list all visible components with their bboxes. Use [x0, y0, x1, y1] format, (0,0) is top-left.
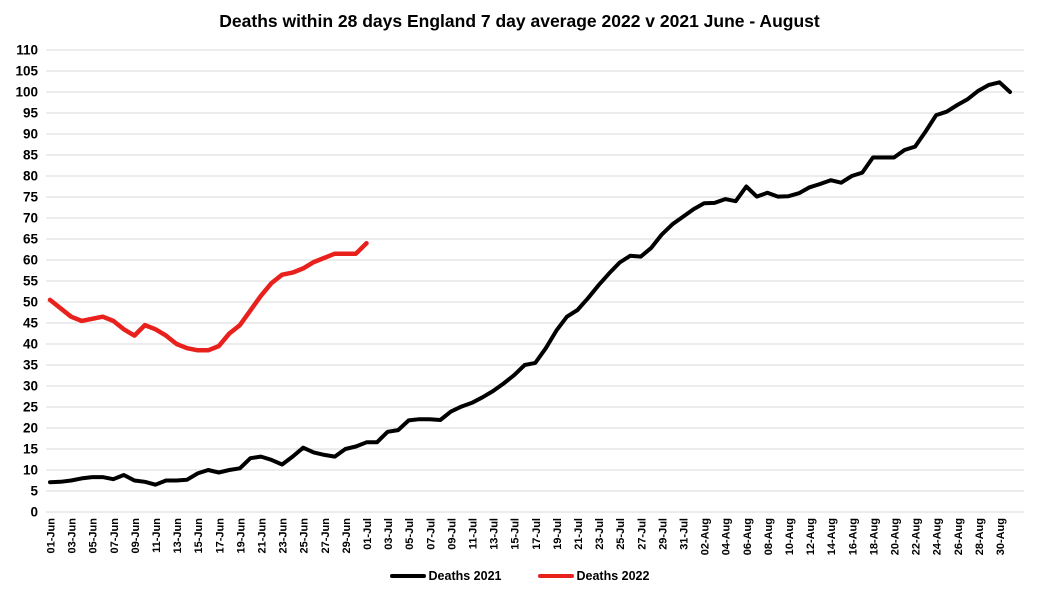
svg-text:05-Jul: 05-Jul — [404, 518, 416, 550]
svg-text:01-Jun: 01-Jun — [46, 518, 58, 554]
svg-text:29-Jul: 29-Jul — [657, 518, 669, 550]
svg-text:06-Aug: 06-Aug — [742, 518, 754, 555]
svg-text:10-Aug: 10-Aug — [784, 518, 796, 555]
svg-text:23-Jul: 23-Jul — [594, 518, 606, 550]
svg-text:16-Aug: 16-Aug — [847, 518, 859, 555]
svg-text:10: 10 — [23, 463, 38, 478]
svg-text:30: 30 — [23, 379, 38, 394]
svg-text:09-Jun: 09-Jun — [130, 518, 142, 554]
svg-text:50: 50 — [23, 295, 38, 310]
svg-text:110: 110 — [16, 43, 38, 58]
svg-text:18-Aug: 18-Aug — [868, 518, 880, 555]
svg-text:27-Jun: 27-Jun — [320, 518, 332, 554]
svg-text:90: 90 — [23, 127, 38, 142]
svg-text:12-Aug: 12-Aug — [805, 518, 817, 555]
chart-plot-area: 0 5 10 15 20 25 30 35 40 45 50 55 60 65 70 75 80 85 90 95 10… — [15, 43, 1024, 556]
svg-text:85: 85 — [23, 148, 39, 163]
svg-text:15-Jun: 15-Jun — [193, 518, 205, 554]
legend-item-2022: Deaths 2022 — [537, 569, 650, 583]
svg-text:15: 15 — [23, 442, 39, 457]
svg-text:23-Jun: 23-Jun — [278, 518, 290, 554]
svg-text:21-Jul: 21-Jul — [573, 518, 585, 550]
series-line-deaths-2022 — [47, 240, 369, 353]
svg-text:60: 60 — [23, 253, 38, 268]
svg-text:14-Aug: 14-Aug — [826, 518, 838, 555]
svg-text:15-Jul: 15-Jul — [510, 518, 522, 550]
svg-text:22-Aug: 22-Aug — [911, 518, 923, 555]
svg-text:03-Jul: 03-Jul — [383, 518, 395, 550]
svg-text:80: 80 — [23, 169, 38, 184]
svg-text:17-Jul: 17-Jul — [531, 518, 543, 550]
svg-text:31-Jul: 31-Jul — [678, 518, 690, 550]
svg-text:13-Jun: 13-Jun — [172, 518, 184, 554]
svg-text:70: 70 — [23, 211, 38, 226]
svg-text:02-Aug: 02-Aug — [700, 518, 712, 555]
svg-text:35: 35 — [23, 358, 39, 373]
x-axis-labels: 01-Jun 03-Jun 05-Jun 07-Jun 09-Jun 11-Jun 13-J… — [46, 518, 1007, 556]
legend: Deaths 2021 Deaths 2022 — [0, 569, 1039, 583]
svg-text:04-Aug: 04-Aug — [721, 518, 733, 555]
svg-text:07-Jul: 07-Jul — [425, 518, 437, 550]
svg-text:29-Jun: 29-Jun — [341, 518, 353, 554]
svg-text:05-Jun: 05-Jun — [88, 518, 100, 554]
svg-text:25-Jun: 25-Jun — [299, 518, 311, 554]
legend-line-swatch-2021 — [389, 573, 426, 579]
svg-text:13-Jul: 13-Jul — [489, 518, 501, 550]
svg-text:95: 95 — [23, 106, 39, 121]
chart-title: Deaths within 28 days England 7 day aver… — [219, 11, 820, 31]
svg-text:07-Jun: 07-Jun — [109, 518, 121, 554]
svg-text:5: 5 — [30, 484, 38, 499]
legend-line-swatch-2022 — [537, 573, 574, 579]
svg-text:17-Jun: 17-Jun — [214, 518, 226, 554]
svg-text:09-Jul: 09-Jul — [446, 518, 458, 550]
svg-text:21-Jun: 21-Jun — [256, 518, 268, 554]
svg-text:24-Aug: 24-Aug — [932, 518, 944, 555]
svg-text:25-Jul: 25-Jul — [615, 518, 627, 550]
svg-text:20: 20 — [23, 421, 38, 436]
svg-text:26-Aug: 26-Aug — [953, 518, 965, 555]
svg-text:105: 105 — [15, 64, 38, 79]
gridlines — [46, 49, 1024, 513]
svg-text:03-Jun: 03-Jun — [67, 518, 79, 554]
svg-text:19-Jun: 19-Jun — [235, 518, 247, 554]
svg-text:25: 25 — [23, 400, 39, 415]
svg-text:11-Jul: 11-Jul — [467, 518, 479, 549]
svg-text:27-Jul: 27-Jul — [636, 518, 648, 550]
y-axis-labels: 0 5 10 15 20 25 30 35 40 45 50 55 60 65 70 75 80 85 90 95 10… — [15, 43, 38, 520]
svg-text:28-Aug: 28-Aug — [974, 518, 986, 555]
svg-text:45: 45 — [23, 316, 39, 331]
svg-text:75: 75 — [23, 190, 39, 205]
svg-text:0: 0 — [30, 505, 38, 520]
legend-label-2022: Deaths 2022 — [576, 569, 650, 583]
svg-text:55: 55 — [23, 274, 39, 289]
svg-text:100: 100 — [15, 85, 38, 100]
svg-text:40: 40 — [23, 337, 38, 352]
series-line-deaths-2021 — [48, 80, 1012, 487]
legend-item-2021: Deaths 2021 — [389, 569, 502, 583]
legend-label-2021: Deaths 2021 — [428, 569, 502, 583]
svg-text:11-Jun: 11-Jun — [151, 518, 163, 553]
svg-text:20-Aug: 20-Aug — [889, 518, 901, 555]
svg-text:19-Jul: 19-Jul — [552, 518, 564, 550]
svg-text:08-Aug: 08-Aug — [763, 518, 775, 555]
svg-text:65: 65 — [23, 232, 39, 247]
svg-text:01-Jul: 01-Jul — [362, 518, 374, 550]
svg-text:30-Aug: 30-Aug — [995, 518, 1007, 555]
